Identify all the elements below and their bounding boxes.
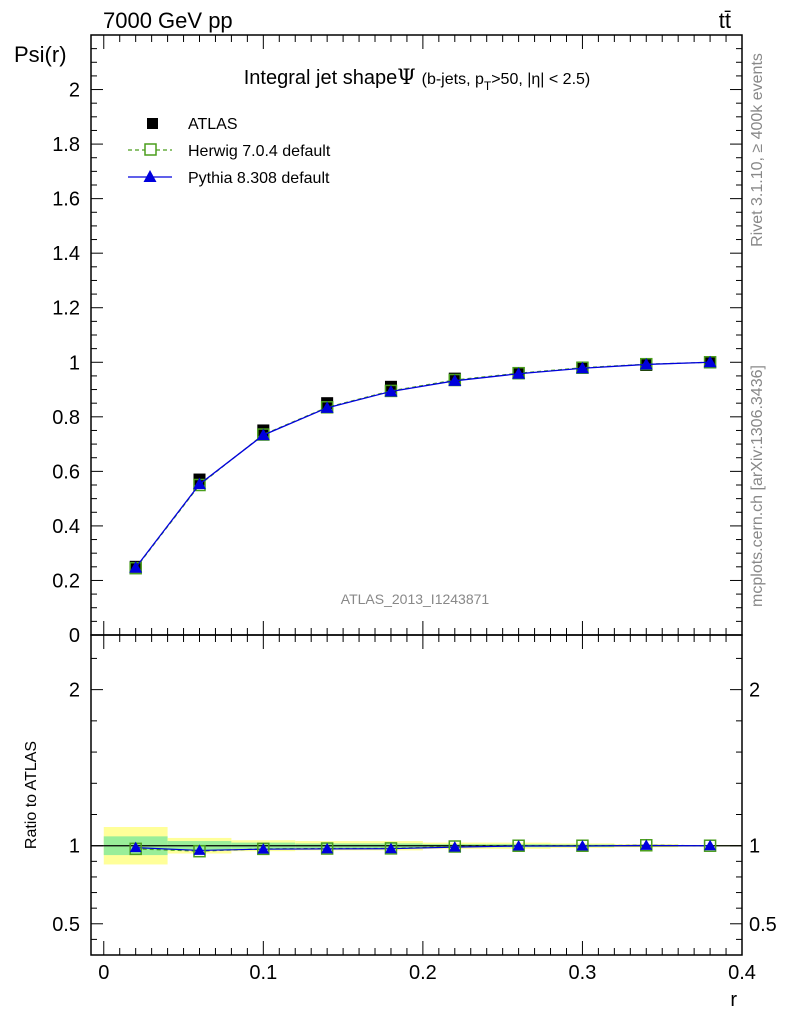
- ratio-pythia-point: [257, 843, 270, 854]
- herwig-line: [135, 361, 711, 569]
- ratio-ticks: [91, 635, 743, 955]
- legend-herwig-label: Herwig 7.0.4 default: [188, 143, 331, 160]
- main-y-tick-label: 1.4: [52, 243, 80, 265]
- pythia-point: [448, 374, 462, 386]
- analysis-watermark: ATLAS_2013_I1243871: [341, 591, 490, 607]
- plot-title: Integral jet shapeΨ (b-jets, pT>50, |η| <…: [244, 65, 591, 93]
- pythia-point: [639, 357, 653, 370]
- ratio-pythia-point: [512, 840, 525, 851]
- main-panel: 0 0.2 0.4 0.6 0.8 1 1.2 1.4 1.6 1.8 2 Integral jet…: [14, 34, 743, 647]
- plot-title-detail-sub: T: [484, 79, 492, 93]
- pythia-point: [703, 355, 717, 368]
- pythia-point: [129, 561, 143, 573]
- ratio-pythia-point: [704, 839, 717, 851]
- plot-title-main: Integral jet shape: [244, 67, 397, 89]
- ratio-pythia-point: [321, 842, 334, 854]
- pythia-point: [384, 384, 398, 397]
- main-y-tick-label: 1.2: [52, 298, 80, 320]
- legend: ATLAS Herwig 7.0.4 default Pythia 8.308 …: [128, 116, 331, 187]
- main-y-tick-label: 0.4: [52, 516, 80, 538]
- pythia-line: [135, 361, 711, 569]
- legend-pythia-marker: [143, 170, 157, 182]
- main-series: [129, 355, 717, 575]
- process-label: tt̄: [719, 8, 731, 33]
- main-ticks: [91, 34, 743, 636]
- ratio-x-tick-labels: 0 0.1 0.2 0.3 0.4: [98, 962, 756, 984]
- plot-title-detail-post: >50, |η| < 2.5): [491, 71, 590, 88]
- main-y-tick-labels: 0 0.2 0.4 0.6 0.8 1 1.2 1.4 1.6 1.8 2: [52, 80, 80, 647]
- x-tick-label: 0: [98, 962, 109, 984]
- main-y-tick-label: 1: [69, 352, 80, 374]
- ratio-pythia-point: [640, 839, 653, 850]
- x-tick-label: 0.3: [569, 962, 597, 984]
- ratio-y-tick-labels-right: 0.5 1 2: [749, 680, 777, 936]
- ratio-y-tick-label: 0.5: [52, 914, 80, 936]
- pythia-point: [320, 401, 334, 413]
- main-y-tick-label: 0: [69, 625, 80, 647]
- ratio-pythia-point: [448, 841, 461, 852]
- ratio-y-tick-label: 2: [69, 680, 80, 702]
- x-tick-label: 0.2: [409, 962, 437, 984]
- mcplots-label: mcplots.cern.ch [arXiv:1306.3436]: [749, 365, 766, 607]
- plot-title-detail-pre: (b-jets, p: [422, 71, 484, 88]
- pythia-point: [256, 428, 270, 441]
- ratio-pythia-point: [193, 844, 206, 855]
- legend-atlas-marker: [147, 118, 158, 129]
- main-y-tick-label: 0.8: [52, 407, 80, 429]
- ratio-pythia-point: [384, 842, 397, 854]
- pythia-point: [512, 367, 526, 379]
- ratio-y-tick-label-right: 2: [749, 680, 760, 702]
- ratio-pythia-point: [576, 840, 589, 851]
- ratio-y-tick-labels: 0.5 1 2: [52, 680, 80, 936]
- x-axis-label: r: [730, 989, 737, 1011]
- ratio-pythia-line: [135, 844, 711, 852]
- plot-title-symbol: Ψ: [397, 65, 415, 89]
- y-axis-label-ratio: Ratio to ATLAS: [23, 741, 40, 849]
- ratio-frame: [90, 634, 743, 956]
- ratio-herwig-point: [448, 840, 462, 853]
- legend-atlas-label: ATLAS: [188, 116, 238, 133]
- pythia-point: [575, 361, 589, 374]
- x-tick-label: 0.1: [249, 962, 277, 984]
- ratio-y-tick-label-right: 1: [749, 836, 760, 858]
- main-y-tick-label: 1.6: [52, 189, 80, 211]
- main-y-tick-label: 0.6: [52, 461, 80, 483]
- x-tick-label: 0.4: [728, 962, 756, 984]
- ratio-panel: 0.5 1 2 0.5 1 2 0 0.1 0.2 0.3 0.4 Ratio to ATLAS…: [23, 634, 777, 1011]
- ratio-y-tick-label-right: 0.5: [749, 914, 777, 936]
- ratio-pythia-point: [129, 841, 142, 853]
- pythia-point: [193, 477, 206, 490]
- legend-herwig-marker: [144, 143, 157, 156]
- collision-label: 7000 GeV pp: [103, 8, 233, 33]
- ratio-y-tick-label: 1: [69, 836, 80, 858]
- rivet-label: Rivet 3.1.10, ≥ 400k events: [749, 53, 766, 247]
- ratio-series: [129, 839, 717, 858]
- legend-pythia-label: Pythia 8.308 default: [188, 170, 330, 187]
- main-y-tick-label: 0.2: [52, 570, 80, 592]
- main-y-tick-label: 2: [69, 80, 80, 102]
- main-y-tick-label: 1.8: [52, 134, 80, 156]
- y-axis-label-main: Psi(r): [14, 42, 67, 67]
